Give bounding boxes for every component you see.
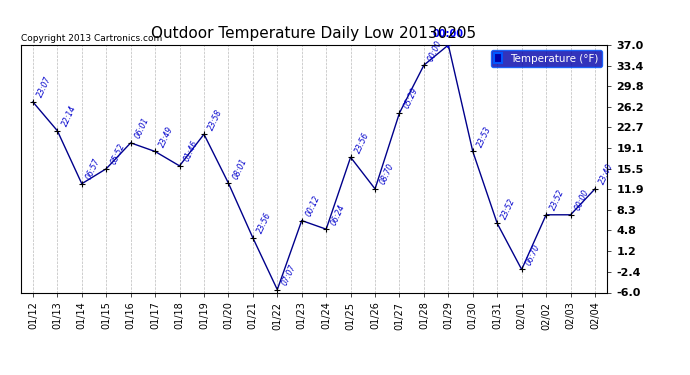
Text: 00:00: 00:00	[433, 30, 464, 39]
Title: Outdoor Temperature Daily Low 20130205: Outdoor Temperature Daily Low 20130205	[151, 26, 477, 41]
Text: 00:00: 00:00	[426, 39, 444, 62]
Text: 22:14: 22:14	[60, 104, 78, 128]
Text: 00:12: 00:12	[304, 194, 322, 218]
Text: 23:07: 23:07	[36, 75, 53, 99]
Text: 23:40: 23:40	[598, 162, 615, 186]
Text: 07:07: 07:07	[280, 263, 297, 287]
Text: Copyright 2013 Cartronics.com: Copyright 2013 Cartronics.com	[21, 33, 162, 42]
Text: 01:46: 01:46	[182, 139, 200, 163]
Text: 23:58: 23:58	[207, 108, 224, 131]
Text: 05:52: 05:52	[109, 142, 126, 166]
Text: 06:70: 06:70	[524, 243, 542, 267]
Text: 08:01: 08:01	[231, 156, 248, 180]
Text: 23:56: 23:56	[353, 130, 371, 154]
Text: 23:56: 23:56	[255, 211, 273, 235]
Text: 08:70: 08:70	[378, 162, 395, 186]
Text: 06:01: 06:01	[133, 116, 151, 140]
Text: 06:24: 06:24	[329, 202, 346, 226]
Text: 06:57: 06:57	[85, 157, 102, 181]
Text: 00:00: 00:00	[573, 188, 591, 212]
Text: 23:53: 23:53	[475, 125, 493, 149]
Text: 23:49: 23:49	[158, 125, 175, 149]
Text: 23:52: 23:52	[500, 197, 518, 220]
Text: 05:29: 05:29	[402, 86, 420, 110]
Text: 23:52: 23:52	[549, 188, 566, 212]
Legend: Temperature (°F): Temperature (°F)	[491, 50, 602, 67]
